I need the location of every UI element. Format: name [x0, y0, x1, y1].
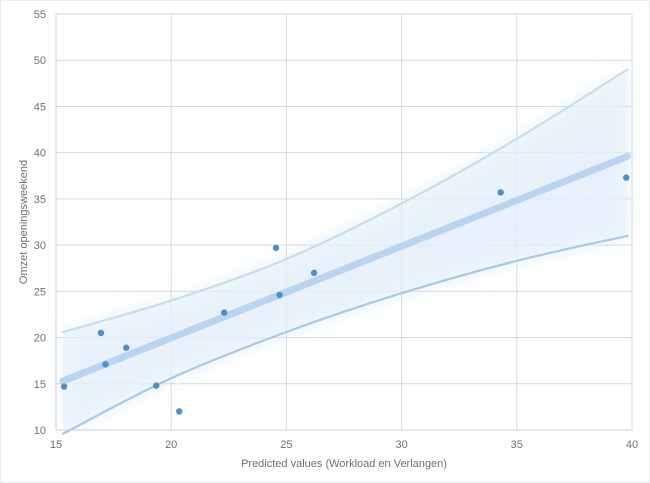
data-point	[153, 382, 160, 389]
y-tick-label: 50	[34, 55, 46, 67]
y-tick-label: 25	[34, 286, 46, 298]
y-tick-label: 30	[34, 240, 46, 252]
x-tick-label: 25	[280, 439, 292, 451]
y-tick-label: 15	[34, 379, 46, 391]
data-point	[60, 383, 68, 390]
data-point	[276, 291, 283, 299]
y-tick-label: 45	[34, 101, 46, 113]
y-tick-label: 40	[34, 148, 46, 160]
data-point	[623, 174, 630, 181]
x-axis-title: Predicted values (Workload en Verlangen)	[241, 458, 447, 470]
data-point	[310, 269, 318, 277]
x-tick-label: 35	[511, 439, 523, 451]
data-point	[123, 344, 130, 351]
x-tick-label: 15	[50, 439, 62, 451]
data-point	[102, 361, 109, 368]
confidence-band-area	[62, 69, 628, 434]
x-tick-label: 30	[395, 439, 407, 451]
y-tick-label: 10	[34, 425, 46, 437]
upper-confidence-line	[61, 68, 629, 334]
data-point	[220, 309, 228, 316]
x-tick-label: 40	[626, 439, 638, 451]
x-tick-label: 20	[165, 439, 177, 451]
data-point	[272, 244, 280, 252]
y-tick-label: 55	[34, 9, 46, 21]
data-point	[176, 408, 183, 415]
data-point	[497, 189, 504, 196]
y-tick-label: 35	[34, 194, 46, 206]
y-axis-title: Omzet openingsweekend	[18, 160, 30, 284]
y-tick-label: 20	[34, 333, 46, 345]
data-point	[97, 329, 105, 337]
regression-fit-line	[59, 152, 631, 385]
